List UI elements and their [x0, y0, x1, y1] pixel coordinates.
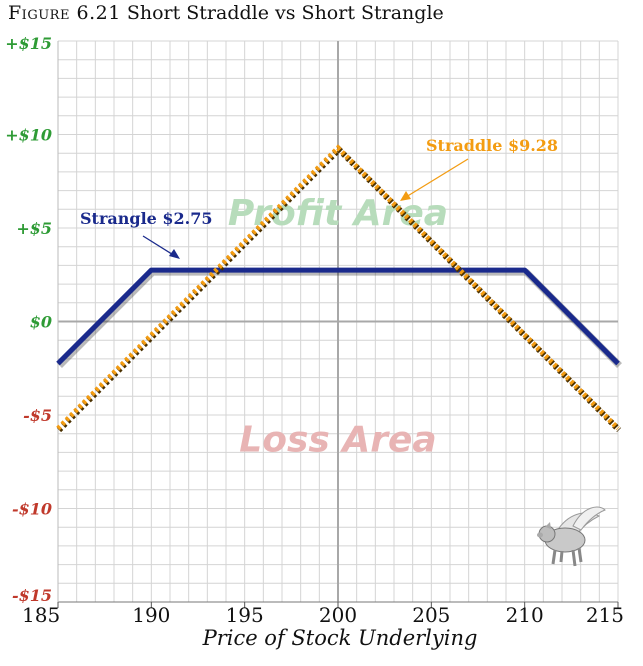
x-tick-label: 205	[412, 603, 450, 627]
y-tick-label: +$15	[5, 34, 52, 53]
y-tick-label: $0	[30, 313, 52, 332]
y-tick-label: +$5	[16, 219, 52, 238]
y-tick-label: -$5	[23, 406, 52, 425]
straddle-callout-arrow	[400, 158, 469, 201]
axes	[57, 41, 619, 608]
x-tick-label: 185	[22, 603, 60, 627]
strangle-callout-label: Strangle $2.75	[80, 209, 213, 228]
straddle-callout-label: Straddle $9.28	[426, 136, 558, 155]
figure-label: Figure 6.21	[8, 2, 121, 24]
y-tick-labels: +$15 +$10 +$5 $0 -$5 -$10 -$15	[5, 34, 52, 605]
x-axis-label: Price of Stock Underlying	[202, 626, 478, 650]
strangle-callout-arrow	[142, 235, 180, 259]
y-tick-label: +$10	[5, 126, 52, 145]
loss-area-label: Loss Area	[239, 419, 436, 460]
straddle-line	[56, 144, 620, 431]
x-tick-label: 200	[319, 603, 357, 627]
x-tick-label: 210	[506, 603, 544, 627]
figure-title: Figure 6.21 Short Straddle vs Short Stra…	[8, 2, 444, 24]
figure-title-text: Short Straddle vs Short Strangle	[126, 2, 444, 24]
x-tick-label: 195	[226, 603, 264, 627]
y-tick-label: -$15	[12, 586, 52, 605]
x-tick-labels: 185 190 195 200 205 210 215	[22, 603, 624, 627]
strangle-line	[56, 267, 620, 366]
flying-pig-icon	[537, 506, 606, 567]
series-group	[56, 144, 622, 433]
x-tick-label: 190	[132, 603, 170, 627]
x-tick-label: 215	[586, 603, 624, 627]
y-tick-label: -$10	[12, 500, 52, 519]
